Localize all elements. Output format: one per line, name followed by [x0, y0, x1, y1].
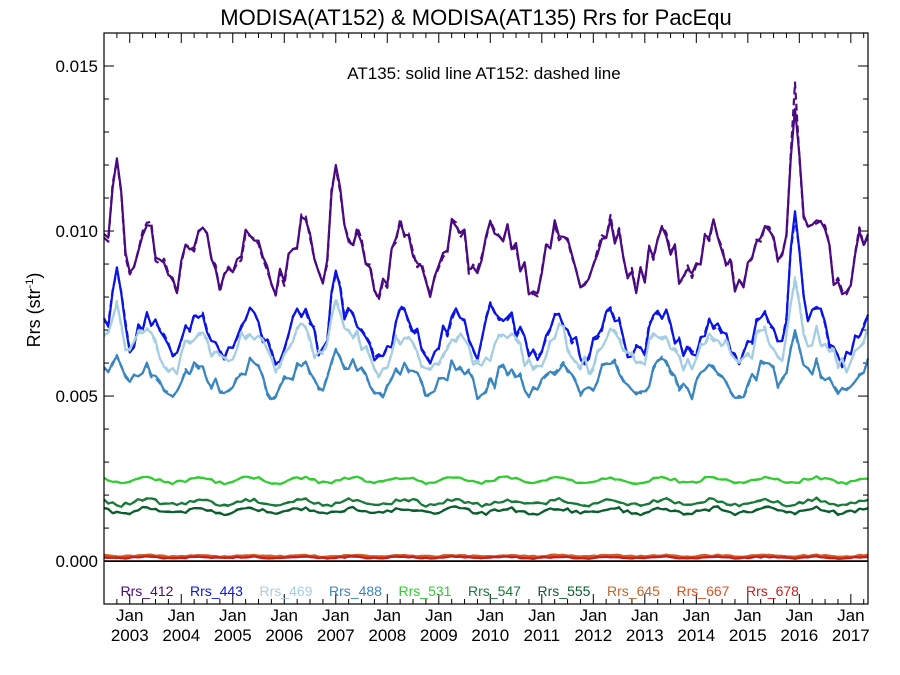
legend-entry-rrs-555: Rrs_555 — [538, 583, 591, 599]
x-tick-month-label: Jan — [837, 606, 864, 625]
x-tick-month-label: Jan — [116, 606, 143, 625]
series-line-rrs-488-at152 — [103, 332, 870, 402]
y-axis-label-close: ) — [24, 273, 44, 279]
y-tick-label: 0.015 — [55, 57, 98, 76]
x-tick-year-label: 2005 — [214, 626, 252, 645]
chart-title: MODISA(AT152) & MODISA(AT135) Rrs for Pa… — [220, 5, 731, 30]
series-line-rrs-547-at152 — [103, 496, 869, 508]
x-tick-year-label: 2013 — [626, 626, 664, 645]
series-line-rrs-531-at152 — [103, 475, 869, 486]
x-tick-month-label: Jan — [683, 606, 710, 625]
legend-entry-rrs-412: Rrs_412 — [121, 583, 174, 599]
legend-entry-rrs-531: Rrs_531 — [399, 583, 452, 599]
x-tick-month-label: Jan — [477, 606, 504, 625]
x-tick-month-label: Jan — [271, 606, 298, 625]
y-axis-label: Rrs (str-1) — [24, 273, 44, 348]
x-tick-month-label: Jan — [786, 606, 813, 625]
legend-entry-rrs-678: Rrs_678 — [746, 583, 799, 599]
legend-entry-rrs-469: Rrs_469 — [260, 583, 313, 599]
series-line-rrs-412-at135 — [103, 107, 870, 299]
legend-entry-rrs-488: Rrs_488 — [329, 583, 382, 599]
x-tick-year-label: 2004 — [162, 626, 200, 645]
y-tick-label: 0.010 — [55, 222, 98, 241]
x-tick-month-label: Jan — [528, 606, 555, 625]
x-tick-month-label: Jan — [425, 606, 452, 625]
series-style-note: AT135: solid line AT152: dashed line — [347, 64, 620, 83]
x-tick-month-label: Jan — [734, 606, 761, 625]
legend-entry-rrs-645: Rrs_645 — [607, 583, 660, 599]
x-tick-month-label: Jan — [219, 606, 246, 625]
x-tick-year-label: 2007 — [317, 626, 355, 645]
x-tick-year-label: 2008 — [368, 626, 406, 645]
legend-entry-rrs-547: Rrs_547 — [468, 583, 521, 599]
x-tick-month-label: Jan — [580, 606, 607, 625]
x-tick-month-label: Jan — [322, 606, 349, 625]
series-line-rrs-469-at152 — [103, 276, 870, 379]
y-tick-label: 0.000 — [55, 552, 98, 571]
x-tick-year-label: 2011 — [524, 626, 561, 645]
series-line-rrs-412-at152 — [103, 81, 869, 302]
y-axis-label-sup: -1 — [24, 279, 36, 289]
x-tick-year-label: 2003 — [111, 626, 149, 645]
x-tick-year-label: 2009 — [420, 626, 458, 645]
x-tick-year-label: 2014 — [677, 626, 715, 645]
series-line-rrs-547-at135 — [103, 497, 869, 508]
x-tick-year-label: 2016 — [780, 626, 818, 645]
legend-entry-rrs-443: Rrs_443 — [190, 583, 243, 599]
x-tick-year-label: 2012 — [574, 626, 612, 645]
x-tick-year-label: 2017 — [832, 626, 870, 645]
x-tick-year-label: 2010 — [471, 626, 509, 645]
y-axis-label-main: Rrs (str — [24, 288, 44, 347]
plot-frame — [103, 32, 869, 605]
series-line-rrs-469-at135 — [103, 279, 870, 378]
x-tick-year-label: 2015 — [729, 626, 767, 645]
legend-entry-rrs-667: Rrs_667 — [677, 583, 730, 599]
series-line-rrs-678-at152 — [103, 555, 869, 560]
x-tick-year-label: 2006 — [265, 626, 303, 645]
y-tick-label: 0.005 — [55, 387, 98, 406]
series-line-rrs-555-at152 — [103, 505, 869, 517]
plot-area: 0.0000.0050.0100.015Jan2003Jan2004Jan200… — [55, 33, 870, 645]
x-tick-month-label: Jan — [631, 606, 658, 625]
x-tick-month-label: Jan — [168, 606, 195, 625]
x-tick-month-label: Jan — [374, 606, 401, 625]
